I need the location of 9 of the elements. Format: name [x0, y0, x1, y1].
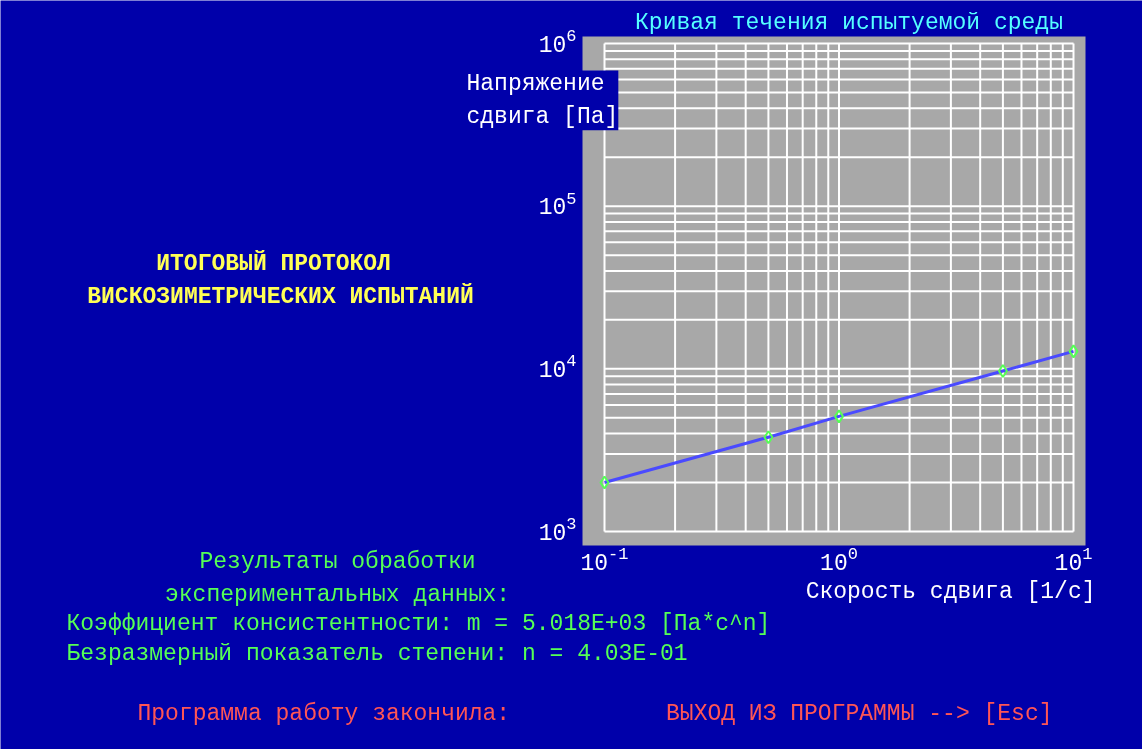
- y-axis-title: Напряжение сдвига [Па]: [466, 70, 619, 131]
- text: ВЫХОД ИЗ ПРОГРАММЫ --> [Esc]: [666, 700, 1053, 727]
- text: Коэффициент консистентности: m = 5.018E+03 [Па*с^n]: [66, 610, 771, 637]
- chart-title: Кривая течения испытуемой среды: [635, 9, 1063, 36]
- text: ИТОГОВЫЙ ПРОТОКОЛ ВИСКОЗИМЕТРИЧЕСКИХ ИСПЫТАНИЙ: [87, 249, 474, 311]
- text: Результаты обработки экспериментальных данных:: [164, 548, 511, 609]
- text: Безразмерный показатель степени: n = 4.03E-01: [66, 640, 688, 667]
- text: Программа работу закончила:: [137, 700, 511, 727]
- x-axis-title: Скорость сдвига [1/с]: [805, 578, 1096, 605]
